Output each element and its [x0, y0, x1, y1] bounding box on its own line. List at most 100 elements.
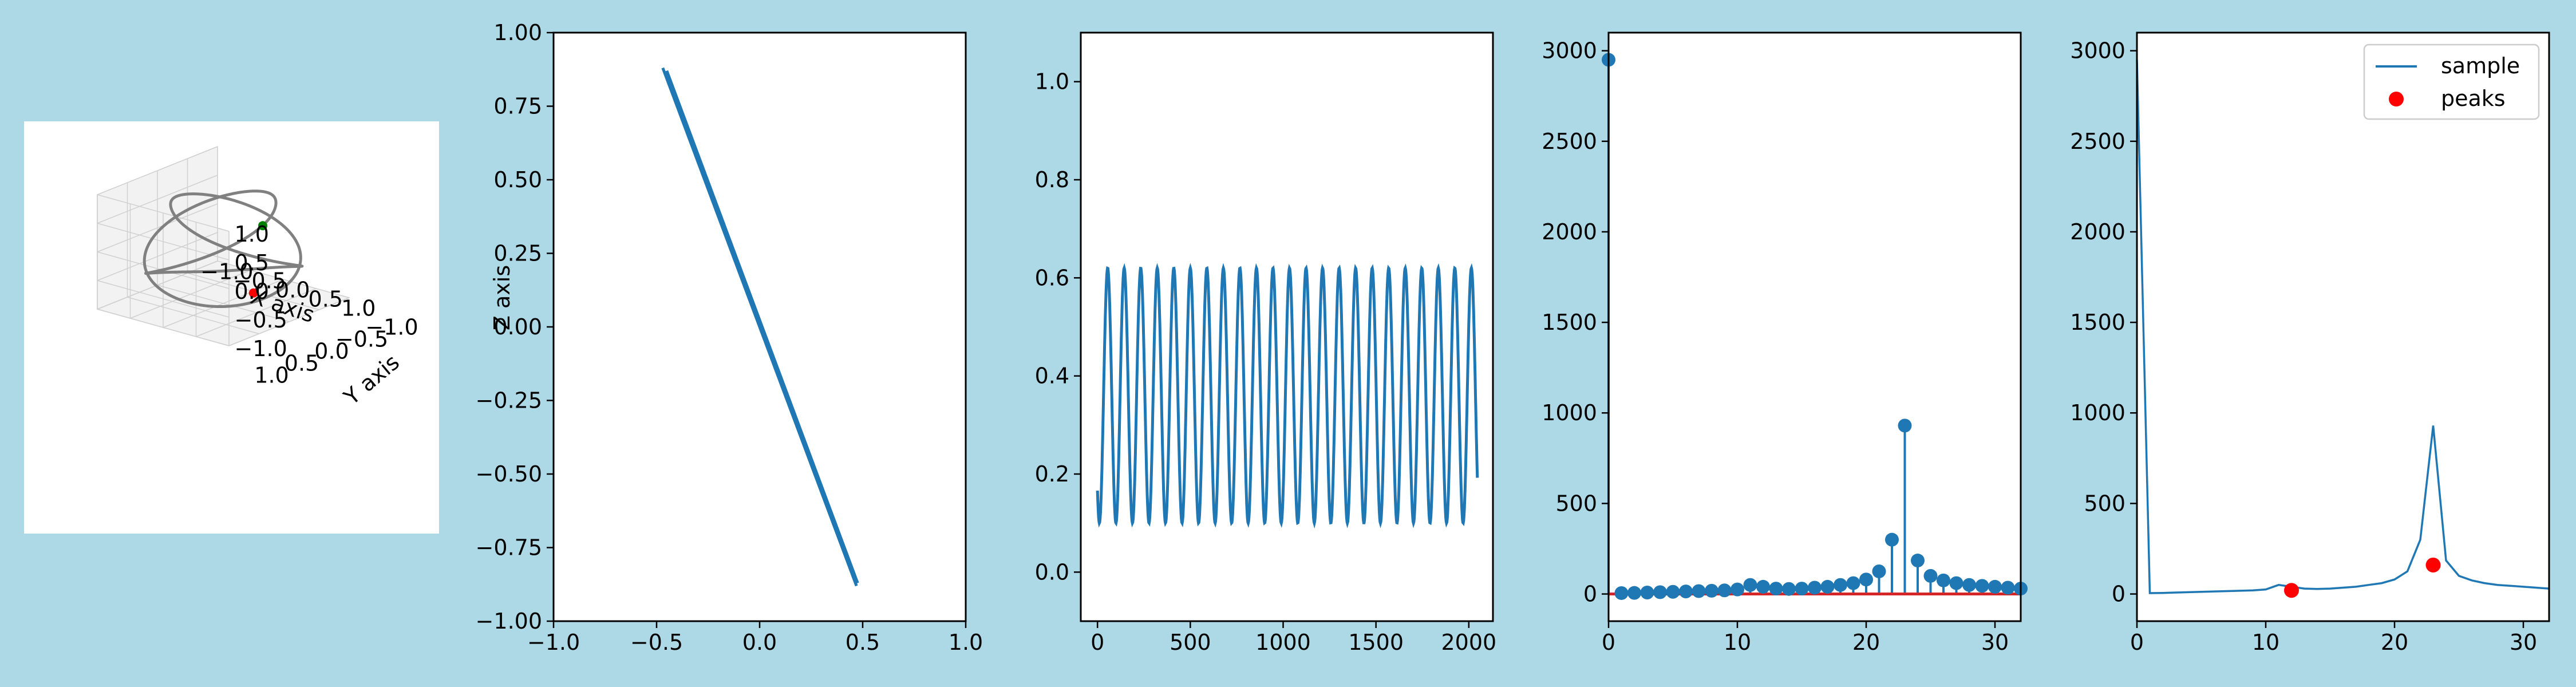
chart-3d-sphere: −1.0−0.50.00.51.0−1.0−0.50.00.51.0−1.0−0…: [24, 121, 515, 534]
grid-line: [97, 203, 218, 252]
x-tick-label: −0.5: [630, 630, 683, 655]
x-tick-label: 0.0: [275, 278, 310, 303]
stem-marker: [1820, 579, 1835, 594]
y-tick-label: 0: [1583, 582, 1597, 607]
peak-marker: [2425, 557, 2441, 572]
chart-peaks-line: 0 10 20 30 0 500 1000 1500 2000 2500 3000 sample pea…: [2070, 31, 2550, 655]
y-tick-label: 2500: [1542, 129, 1597, 154]
legend-peaks-label: peaks: [2441, 86, 2506, 111]
y-tick-label: 500: [2084, 491, 2125, 516]
grid-line: [97, 175, 218, 224]
y-tick-label: 2500: [2070, 129, 2125, 154]
axes-frame: [1080, 31, 1494, 622]
y-tick-label: 1500: [1542, 310, 1597, 335]
stem-marker: [1834, 578, 1847, 592]
x-tick-label: 30: [1981, 630, 2009, 655]
y-tick-label: 0.00: [493, 314, 542, 339]
x-tick-label: 20: [2381, 630, 2408, 655]
y-tick-label: −1.00: [476, 609, 542, 634]
y-tick-label: 0.2: [1035, 461, 1069, 487]
y-tick-label: 2000: [1542, 219, 1597, 244]
grid-line: [97, 223, 230, 260]
axes-frame: [1607, 31, 2022, 622]
y-tick-label: 0.0: [314, 339, 349, 364]
stem-marker: [1653, 585, 1667, 599]
stem-marker: [1705, 583, 1718, 598]
y-tick-label: 2000: [2070, 219, 2125, 244]
line-series: [661, 67, 858, 587]
z-tick-label: −1.0: [235, 336, 287, 361]
stem-marker: [1782, 582, 1796, 596]
grid-line: [157, 285, 290, 322]
stem-marker: [1988, 579, 2002, 594]
grid-line: [127, 297, 259, 334]
grid-line: [97, 146, 218, 195]
plot-area: [2137, 33, 2549, 621]
sample-series: [2136, 60, 2550, 594]
y-tick-label: 3000: [2070, 38, 2125, 64]
y-tick-label: 0.50: [493, 167, 542, 192]
y-tick-label: 1.00: [493, 20, 542, 45]
x-tick-label: 1.0: [341, 296, 376, 321]
stem-marker: [1756, 579, 1770, 594]
x-tick-label: −0.5: [234, 269, 286, 294]
z-tick-label: 0.5: [235, 250, 269, 275]
y-tick-label: −0.50: [476, 461, 542, 487]
x-tick-label: −1.0: [527, 630, 580, 655]
stem-marker: [1640, 586, 1654, 600]
chart-stem-spectrum: 0 10 20 30 0 500 1000 1500 2000 2500 3000: [1542, 31, 2028, 655]
y-tick-label: 0.25: [493, 241, 542, 266]
stem-marker: [1975, 579, 1989, 593]
stem-marker: [1808, 581, 1822, 595]
y-tick-label: 0.75: [493, 94, 542, 119]
x-tick-label: −1.0: [200, 259, 253, 285]
stem-marker: [1846, 576, 1860, 590]
grid-line: [97, 194, 230, 232]
y-tick-label: 0.0: [1035, 559, 1069, 585]
grid-line: [97, 309, 230, 346]
y-tick-label: 500: [1555, 491, 1597, 516]
y-tick-label: 1.0: [1035, 69, 1069, 94]
x-tick-label: 1500: [1348, 630, 1404, 655]
stem-marker: [1911, 554, 1925, 568]
stem-marker: [1949, 576, 1963, 590]
stem-marker: [2001, 581, 2015, 595]
x-tick-label: 20: [1852, 630, 1880, 655]
y-tick-label: 3000: [1542, 38, 1597, 64]
y-tick-label: −0.5: [335, 327, 388, 352]
y-tick-label: 1.0: [254, 363, 289, 388]
legend-peaks-swatch: [2389, 92, 2404, 106]
stem-marker: [1872, 564, 1886, 579]
stem-marker: [1937, 573, 1950, 587]
stem-marker: [1923, 568, 1938, 583]
y-tick-label: 1000: [2070, 400, 2125, 425]
marker-green: [258, 221, 267, 231]
x-tick-label: 1000: [1255, 630, 1311, 655]
grid-line: [228, 297, 350, 346]
x-tick-label: 0.5: [309, 287, 343, 312]
x-tick-label: 0: [1602, 630, 1615, 655]
stem-marker: [1795, 582, 1809, 596]
stem-marker: [1962, 578, 1976, 592]
x-tick-label: 0.5: [846, 630, 880, 655]
stem-marker: [1614, 586, 1629, 600]
y-tick-label: −0.75: [476, 535, 542, 560]
x-tick-label: 10: [1724, 630, 1751, 655]
x-tick-label: 30: [2510, 630, 2537, 655]
stem-marker: [1885, 532, 1899, 547]
axes-frame: [2136, 31, 2550, 622]
x-tick-label: 0: [2130, 630, 2144, 655]
stem-marker: [1769, 582, 1783, 596]
y-tick-label: −0.25: [476, 388, 542, 413]
stem-marker: [1717, 583, 1732, 598]
z-tick-label: −0.5: [235, 307, 287, 333]
peak-marker: [2284, 583, 2299, 598]
sphere-curve: [143, 189, 304, 309]
x-tick-label: 0: [1091, 630, 1104, 655]
y-tick-label: 1000: [1542, 400, 1597, 425]
legend: [2363, 44, 2540, 120]
y-tick-label: 0: [2112, 582, 2125, 607]
marker-red: [248, 288, 258, 298]
x-tick-label: 2000: [1441, 630, 1496, 655]
grid-line: [196, 288, 317, 337]
